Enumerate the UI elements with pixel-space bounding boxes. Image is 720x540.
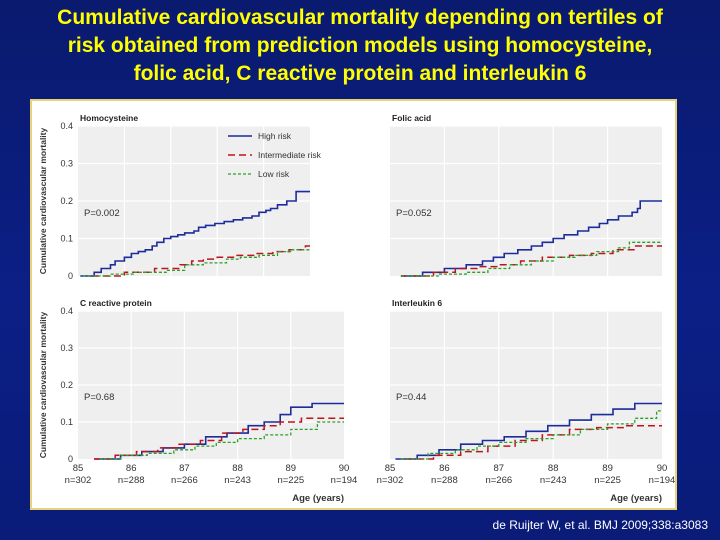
y-tick-label: 0.3 xyxy=(60,343,73,353)
series-line-high xyxy=(395,402,662,460)
series-line-low xyxy=(99,421,344,460)
legend-label: Intermediate risk xyxy=(258,150,322,160)
at-risk-count: n=243 xyxy=(224,475,251,486)
at-risk-count: n=266 xyxy=(171,475,198,486)
x-tick-label: 89 xyxy=(286,463,297,474)
y-tick-label: 0.4 xyxy=(60,306,73,316)
x-tick-label: 85 xyxy=(385,463,396,474)
title-line: risk obtained from prediction models usi… xyxy=(67,34,653,57)
y-tick-label: 0.1 xyxy=(60,234,73,244)
x-tick-label: 86 xyxy=(439,463,450,474)
panel-title: Homocysteine xyxy=(80,113,138,123)
y-axis-label: Cumulative cardiovascular mortality xyxy=(38,128,48,275)
panel-title: Interleukin 6 xyxy=(392,298,442,308)
at-risk-count: n=225 xyxy=(594,475,621,486)
at-risk-count: n=194 xyxy=(649,475,675,486)
series-line-high xyxy=(80,190,310,277)
at-risk-count: n=266 xyxy=(485,475,512,486)
at-risk-count: n=302 xyxy=(377,475,404,486)
y-tick-label: 0.2 xyxy=(60,380,73,390)
p-value-label: P=0.002 xyxy=(84,208,120,219)
series-line-intermediate xyxy=(406,424,662,460)
panel-title: C reactive protein xyxy=(80,298,152,308)
title-line: Cumulative cardiovascular mortality depe… xyxy=(57,6,663,29)
y-tick-label: 0.3 xyxy=(60,159,73,169)
legend-label: Low risk xyxy=(258,169,290,179)
y-tick-label: 0.2 xyxy=(60,196,73,206)
p-value-label: P=0.052 xyxy=(396,208,432,219)
y-tick-label: 0.1 xyxy=(60,417,73,427)
y-axis-label: Cumulative cardiovascular mortality xyxy=(38,312,48,459)
x-tick-label: 87 xyxy=(494,463,505,474)
p-value-label: P=0.44 xyxy=(396,392,426,403)
y-tick-label: 0 xyxy=(68,271,73,281)
slide-title: Cumulative cardiovascular mortality depe… xyxy=(0,4,720,88)
x-tick-label: 90 xyxy=(657,463,668,474)
figure-panel: 0 0.1 0.2 0.3 0.4 Homocysteine P=0.002 Cumulati… xyxy=(30,99,677,510)
series-line-low xyxy=(82,249,310,277)
at-risk-count: n=225 xyxy=(277,475,304,486)
series-line-low xyxy=(400,410,662,460)
at-risk-count: n=302 xyxy=(65,475,92,486)
at-risk-count: n=194 xyxy=(331,475,358,486)
legend-label: High risk xyxy=(258,131,292,141)
x-tick-label: 88 xyxy=(548,463,559,474)
panel-title: Folic acid xyxy=(392,113,431,123)
at-risk-count: n=243 xyxy=(540,475,567,486)
x-tick-label: 87 xyxy=(179,463,190,474)
x-tick-label: 89 xyxy=(602,463,613,474)
x-tick-label: 85 xyxy=(73,463,84,474)
x-axis-label: Age (years) xyxy=(610,493,662,504)
x-axis-label: Age (years) xyxy=(292,493,344,504)
title-line: folic acid, C reactive protein and inter… xyxy=(133,62,587,85)
at-risk-count: n=288 xyxy=(118,475,145,486)
series-line-intermediate xyxy=(94,417,344,460)
kaplan-meier-figure: 0 0.1 0.2 0.3 0.4 Homocysteine P=0.002 Cumulati… xyxy=(38,113,675,504)
x-tick-label: 88 xyxy=(232,463,243,474)
p-value-label: P=0.68 xyxy=(84,392,114,403)
y-tick-label: 0.4 xyxy=(60,121,73,131)
x-tick-label: 90 xyxy=(339,463,350,474)
at-risk-count: n=288 xyxy=(431,475,458,486)
x-tick-label: 86 xyxy=(126,463,137,474)
citation: de Ruijter W, et al. BMJ 2009;338:a3083 xyxy=(492,518,708,532)
y-tick-label: 0 xyxy=(68,454,73,464)
series-line-low xyxy=(400,241,662,277)
series-line-high xyxy=(400,200,662,277)
